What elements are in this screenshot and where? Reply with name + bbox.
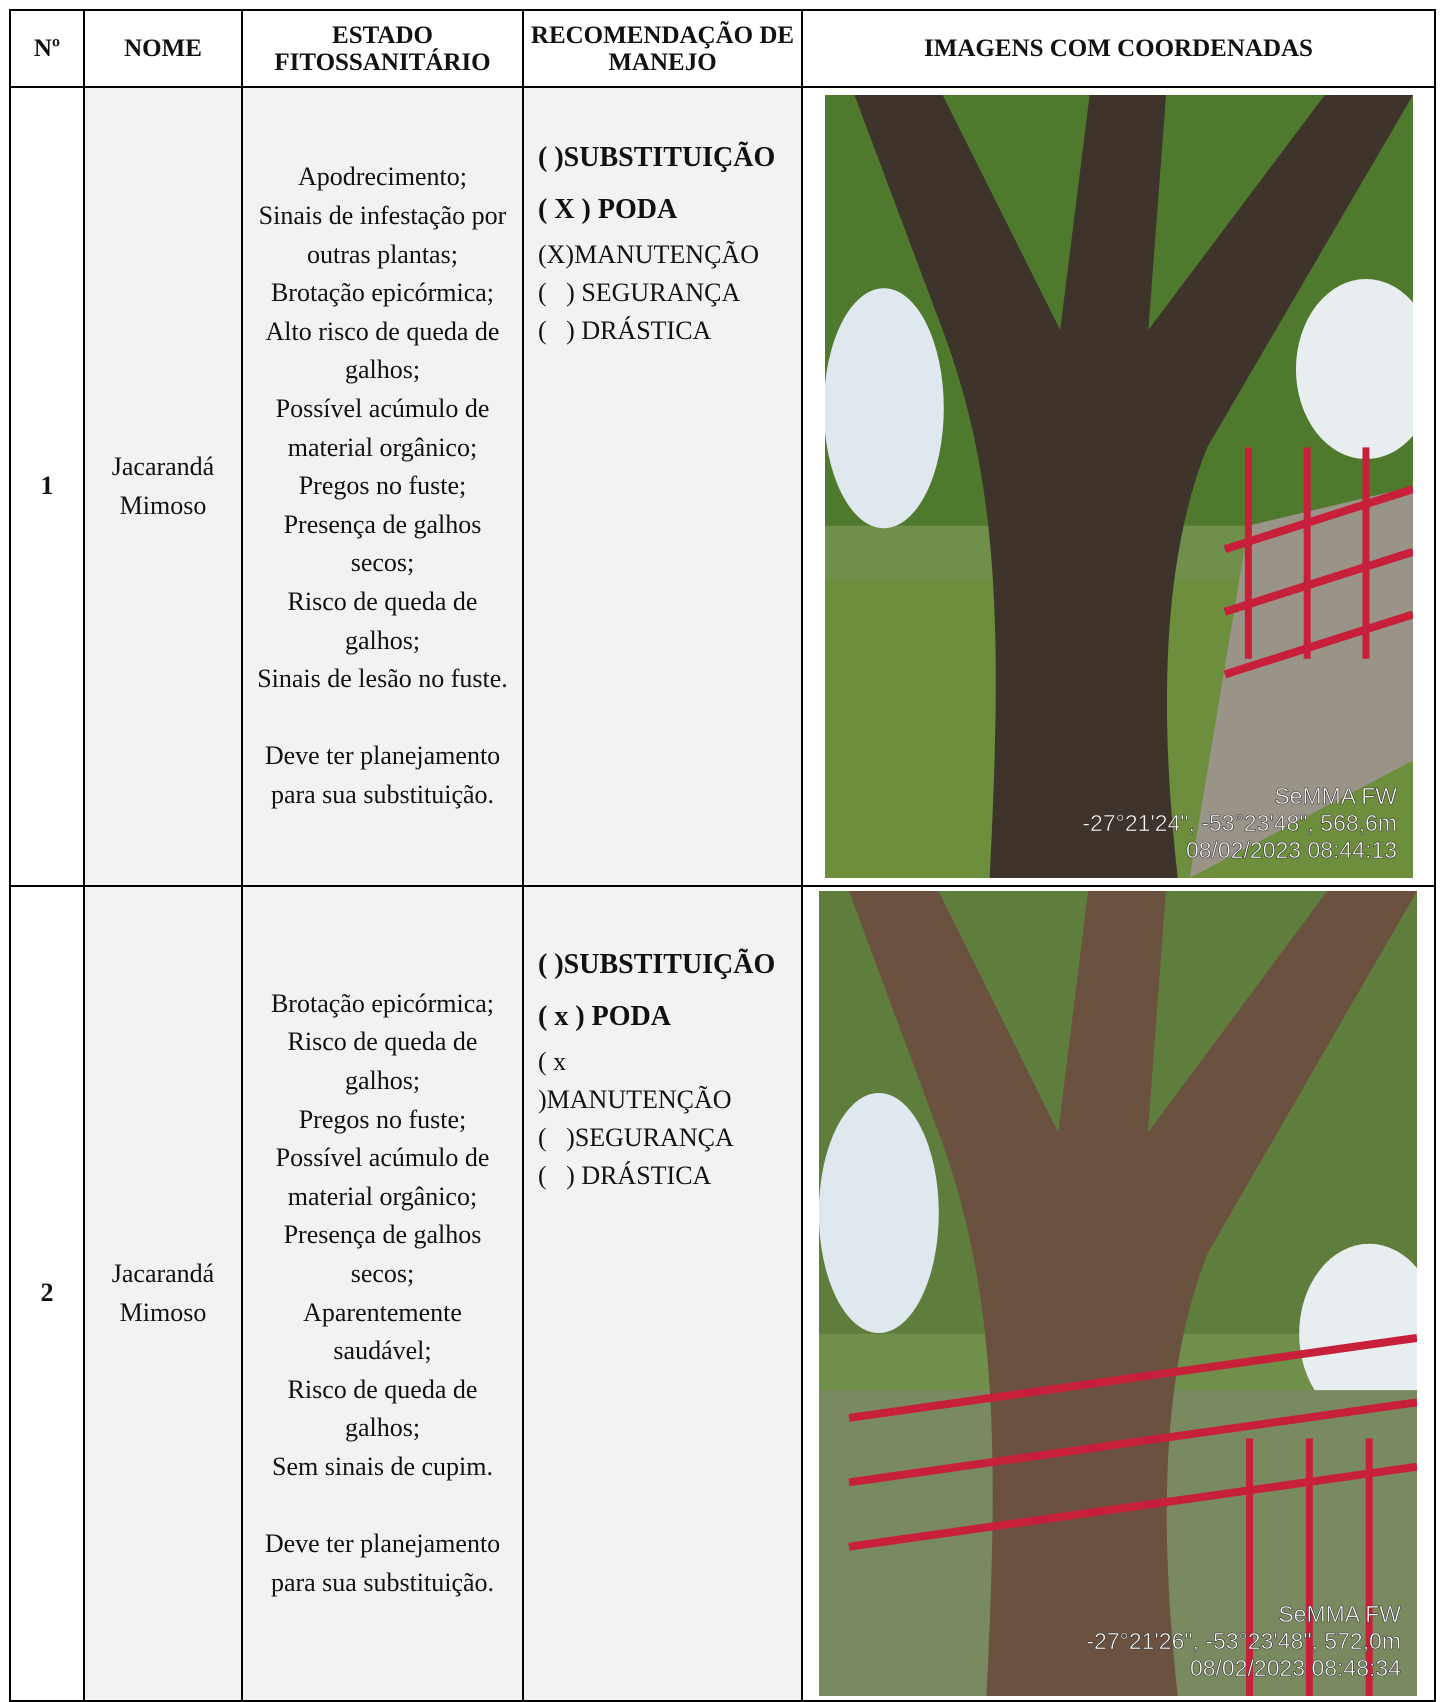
estado-item: Alto risco de queda de galhos;: [265, 316, 500, 385]
photo-text: SeMMA FW: [1278, 1601, 1401, 1627]
table-row: 1 Jacarandá Mimoso Apodrecimento; Sinais de…: [9, 86, 1436, 887]
column-header: RECOMENDAÇÃO DE MANEJO: [522, 9, 803, 88]
recomendacao-item: ( ) SEGURANÇA: [538, 278, 741, 307]
recomendacao-item: ( x ) PODA: [538, 1001, 671, 1032]
estado-item: Presença de galhos secos;: [283, 509, 482, 578]
estado-cell: Brotação epicórmica; Risco de queda de ga…: [241, 885, 524, 1702]
row-number: 1: [9, 86, 85, 887]
recomendacao-item: ( ) DRÁSTICA: [538, 1161, 712, 1190]
recomendacao-cell: ( )SUBSTITUIÇÃO ( X ) PODA (X)MANUTENÇÃO ( …: [522, 86, 803, 887]
photo-shape: [848, 1398, 1417, 1487]
photo-shape: [854, 95, 1413, 878]
tree-table: Nº NOME ESTADO FITOSSANITÁRIO RECOMENDAÇÃO …: [9, 9, 1436, 1702]
photo-shape: [1299, 1243, 1417, 1424]
recomendacao-item: (X)MANUTENÇÃO: [538, 240, 759, 269]
recomendacao-item: ( x )MANUTENÇÃO: [538, 1047, 732, 1114]
photo-shape: [848, 1462, 1417, 1551]
column-header: ESTADO FITOSSANITÁRIO: [241, 9, 524, 88]
estado-item: Possível acúmulo de material orgânico;: [275, 394, 490, 462]
photo-shape: [1295, 279, 1413, 460]
estado-item: Risco de queda de galhos;: [287, 1027, 478, 1095]
recomendacao-item: ( )SUBSTITUIÇÃO: [538, 142, 776, 173]
header-row: Nº NOME ESTADO FITOSSANITÁRIO RECOMENDAÇÃO …: [9, 9, 1436, 88]
estado-item: Pregos no fuste;: [298, 471, 467, 501]
recomendacao-item: ( X ) PODA: [538, 194, 678, 225]
column-header: IMAGENS COM COORDENADAS: [801, 9, 1436, 88]
photo-shape: [1223, 485, 1413, 553]
estado-item: Sem sinais de cupim.: [272, 1451, 493, 1481]
estado-item: Sinais de lesão no fuste.: [257, 664, 508, 694]
photo-shape: [848, 1333, 1417, 1422]
row-number: 2: [9, 885, 85, 1702]
estado-note: Deve ter planejamento para sua substitui…: [264, 741, 501, 809]
photo-shape: [1223, 547, 1413, 616]
recomendacao-cell: ( )SUBSTITUIÇÃO ( x ) PODA ( x )MANUTENÇÃO…: [522, 885, 803, 1702]
estado-item: Brotação epicórmica;: [270, 278, 495, 308]
recomendacao-item: ( )SUBSTITUIÇÃO: [538, 949, 776, 980]
tree-photo: SeMMA FW-27°21'26", -53°23'48", 572,0m08…: [819, 891, 1417, 1696]
recomendacao-item: ( )SEGURANÇA: [538, 1123, 734, 1152]
estado-item: Possível acúmulo de material orgânico;: [275, 1143, 490, 1211]
photo-text: SeMMA FW: [1274, 783, 1397, 809]
photo-text: 08/02/2023 08:44:13: [1186, 837, 1397, 863]
tree-name: Jacarandá Mimoso: [83, 885, 243, 1702]
tree-name: Jacarandá Mimoso: [83, 86, 243, 887]
estado-item: Aparentemente saudável;: [303, 1297, 462, 1366]
estado-item: Presença de galhos secos;: [283, 1220, 482, 1288]
column-header: Nº: [9, 9, 85, 88]
photo-text: -27°21'24", -53°23'48", 568,6m: [1082, 810, 1397, 836]
estado-item: Apodrecimento;: [298, 162, 467, 192]
column-header: NOME: [83, 9, 243, 88]
photo-shape: [819, 1093, 939, 1333]
photo-shape: [1223, 610, 1413, 679]
photo-text: 08/02/2023 08:48:34: [1190, 1655, 1401, 1681]
recomendacao-item: ( ) DRÁSTICA: [538, 316, 712, 345]
photo-cell: SeMMA FW -27°21'26", -53°23'48", 572,0m 08…: [801, 885, 1436, 1702]
photo-text: -27°21'26", -53°23'48", 572,0m: [1086, 1628, 1401, 1654]
estado-item: Pregos no fuste;: [298, 1104, 467, 1134]
tree-photo: SeMMA FW-27°21'24", -53°23'48", 568,6m08…: [825, 95, 1413, 878]
estado-item: Risco de queda de galhos;: [287, 1374, 478, 1443]
photo-cell: SeMMA FW -27°21'24", -53°23'48", 568,6m 08…: [801, 86, 1436, 887]
estado-item: Risco de queda de galhos;: [287, 586, 478, 655]
photo-shape: [825, 288, 944, 529]
table-row: 2 Jacarandá Mimoso Brotação epicórmica; Ris…: [9, 885, 1436, 1702]
estado-cell: Apodrecimento; Sinais de infestação por o…: [241, 86, 524, 887]
estado-item: Sinais de infestação por outras plantas;: [258, 201, 507, 269]
estado-item: Brotação epicórmica;: [270, 988, 495, 1018]
estado-note: Deve ter planejamento para sua substitui…: [264, 1529, 501, 1597]
photo-shape: [848, 891, 1417, 1696]
